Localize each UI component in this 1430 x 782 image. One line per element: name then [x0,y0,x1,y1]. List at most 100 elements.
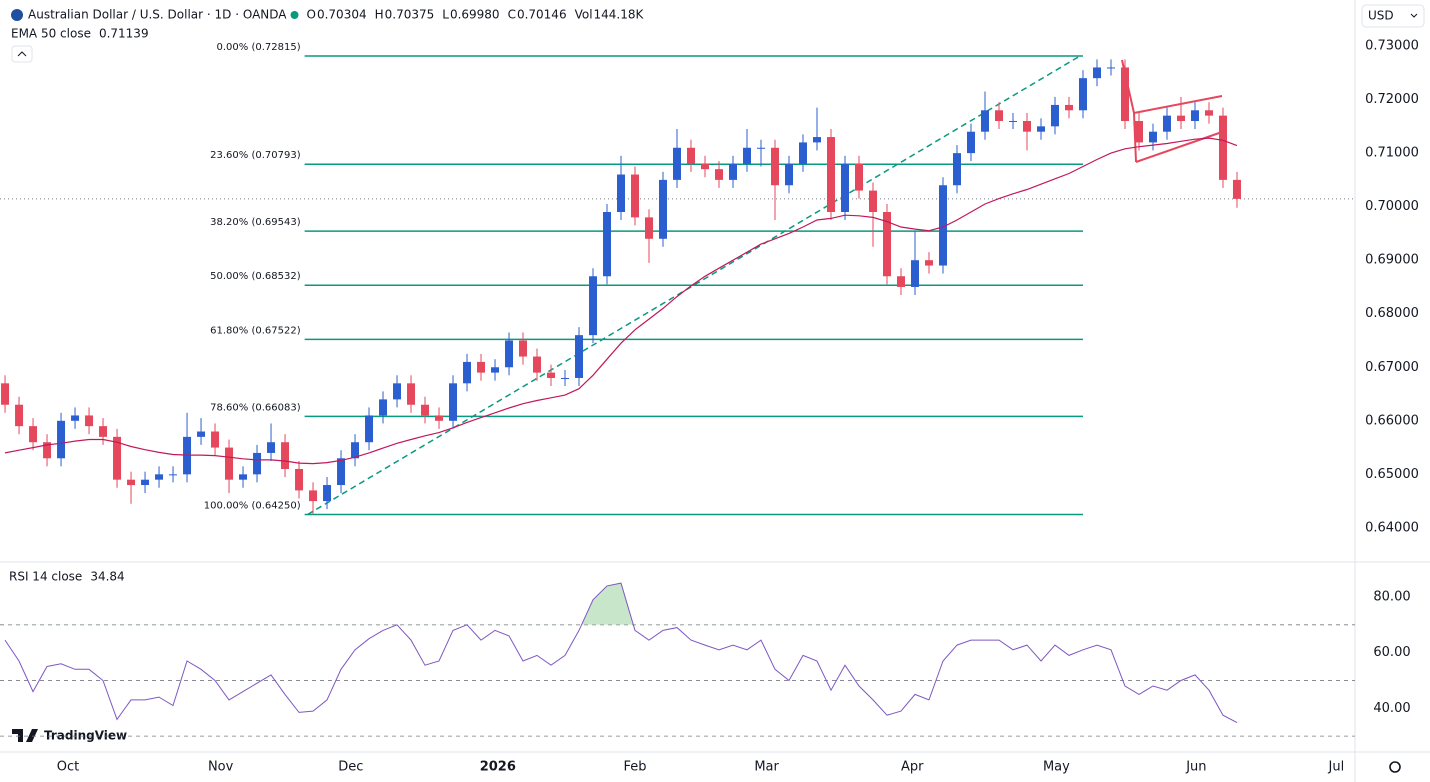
candle-body [910,260,919,287]
candle-body [379,399,388,416]
candle-body [365,415,374,443]
candle-body [701,163,710,170]
candle-body [15,404,24,427]
candle-body [561,377,570,379]
candle-body [799,142,808,164]
candle-body [938,185,947,266]
candle-body [169,474,178,476]
candle-body [127,479,136,486]
y-tick-label: 0.66000 [1365,413,1419,428]
candle-body [589,276,598,336]
ohlc-key: Vol [575,8,593,22]
candle-body [295,468,304,491]
settings-gear[interactable] [1389,761,1401,773]
candle-body [575,335,584,378]
collapse-icon [17,51,27,57]
flag-lower-line [1135,131,1223,163]
x-tick-label: Apr [901,760,924,775]
candle-body [393,383,402,400]
rsi-tick-label: 80.00 [1373,589,1410,604]
candle-body [631,174,640,218]
candle-body [924,260,933,266]
ohlc-key: L [442,8,449,22]
y-tick-label: 0.71000 [1365,146,1419,161]
candle-body [1092,67,1101,79]
candle-body [1162,115,1171,132]
candle-body [225,447,234,480]
candle-body [519,340,528,357]
ohlc-value: 0.70146 [517,8,567,22]
candle-body [29,426,38,443]
candle-body [1078,78,1087,111]
candle-body [113,436,122,480]
x-tick-label: Oct [57,760,79,775]
candle-body [1022,120,1031,132]
collapse-button[interactable] [11,45,33,63]
candle-body [1134,120,1143,143]
candle-body [673,147,682,180]
candle-body [785,163,794,186]
symbol-title[interactable]: Australian Dollar / U.S. Dollar · 1D · O… [28,8,287,22]
x-tick-label: Nov [208,760,234,775]
candle-body [337,458,346,486]
fib-level-label: 78.60% (0.66083) [210,402,301,413]
fib-level-label: 61.80% (0.67522) [210,325,301,336]
ema-line [4,137,1238,465]
candle-body [43,442,52,459]
currency-dropdown[interactable] [1361,4,1425,28]
flag-upper-line [1133,95,1223,114]
candle-body [1120,67,1129,121]
fib-level-label: 23.60% (0.70793) [210,150,301,161]
candle-body [980,110,989,132]
candle-body [813,137,822,143]
candle-body [1148,131,1157,143]
x-tick-label: Dec [338,760,363,775]
candle-body [1050,104,1059,127]
candle-body [603,212,612,277]
candle-body [883,212,892,277]
ohlc-key: H [375,8,384,22]
candle-body [827,137,836,213]
candle-body [253,452,262,475]
candle-body [141,479,150,486]
candle-body [1,383,10,405]
y-tick-label: 0.70000 [1365,199,1419,214]
ohlc-key: O [307,8,316,22]
fib-level-label: 0.00% (0.72815) [217,42,301,53]
fib-level-label: 38.20% (0.69543) [210,217,301,228]
y-tick-label: 0.73000 [1365,39,1419,54]
logo-icon [12,729,38,742]
candle-body [449,383,458,421]
x-tick-label: Feb [623,760,646,775]
candle-body [211,431,220,448]
ohlc-value: 0.69980 [450,8,500,22]
ema-legend-name: EMA 50 close [11,27,91,41]
candle-body [463,361,472,384]
candle-body [771,147,780,186]
candle-body [715,169,724,180]
candle-body [547,372,556,378]
candle-body [239,474,248,480]
candle-body [1218,115,1227,180]
y-tick-label: 0.68000 [1365,306,1419,321]
x-tick-label: Mar [754,760,779,775]
candle-body [1232,179,1241,199]
rsi-legend-name: RSI 14 close [9,570,82,584]
y-tick-label: 0.65000 [1365,467,1419,482]
candle-body [407,383,416,405]
candle-body [841,163,850,213]
x-tick-label: Jul [1328,760,1345,775]
rsi-line [4,582,1238,724]
y-tick-label: 0.72000 [1365,92,1419,107]
candle-body [309,490,318,502]
tradingview-logo: TradingView [12,729,127,743]
candle-body [729,163,738,180]
candle-body [477,361,486,373]
candle-body [645,217,654,239]
candle-body [155,474,164,480]
candle-body [323,485,332,502]
candle-body [1036,126,1045,132]
rsi-tick-label: 60.00 [1373,645,1410,660]
x-tick-label: 2026 [480,760,516,775]
